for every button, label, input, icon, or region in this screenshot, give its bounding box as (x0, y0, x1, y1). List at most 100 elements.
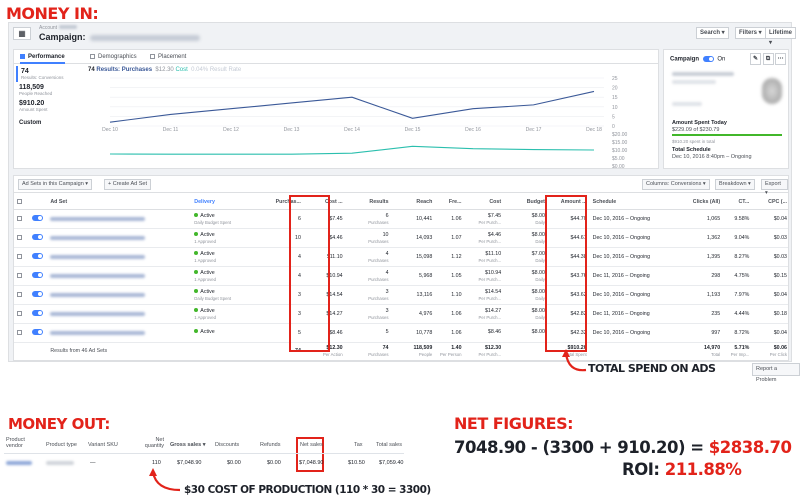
hdr-gross-sales[interactable]: Gross sales ▾ (170, 442, 206, 448)
tab-performance[interactable]: Performance (20, 54, 65, 65)
row-checkbox[interactable] (17, 272, 22, 278)
row-checkbox[interactable] (17, 215, 22, 221)
total-sales-value: $7,059.40 (379, 460, 404, 466)
ad-set-name-redacted[interactable] (50, 311, 146, 316)
campaign-name-redacted (672, 72, 734, 76)
campaign-name-redacted (89, 34, 200, 41)
date-range-button[interactable]: Lifetime ▾ (765, 27, 797, 46)
export-button[interactable]: Export ▾ (761, 179, 788, 196)
ad-set-name-redacted[interactable] (50, 235, 146, 240)
campaign-toggle[interactable] (702, 56, 714, 62)
tab-demographics[interactable]: Demographics (90, 54, 137, 60)
x-tick-label: Dec 18 (586, 127, 602, 133)
row-checkbox[interactable] (17, 291, 22, 297)
col-schedule[interactable]: Schedule (589, 196, 661, 210)
ad-set-name-redacted[interactable] (50, 216, 146, 221)
net-quantity-value: 110 (152, 460, 161, 466)
ad-set-toggle[interactable] (31, 309, 43, 316)
net-sales-value: $7,048.90 (299, 460, 324, 466)
y2-tick-label: $5.00 (612, 156, 625, 162)
metric-results[interactable]: 74 Results: Conversions (16, 66, 70, 82)
create-ad-set-button[interactable]: + Create Ad Set (104, 179, 151, 190)
series-line-cost (109, 145, 595, 155)
active-status-icon (194, 250, 199, 255)
metrics-list: 74 Results: Conversions 118,509 People Rea… (16, 66, 70, 128)
hdr-variant-sku[interactable]: Variant SKU (88, 442, 118, 448)
ad-set-toggle[interactable] (31, 252, 43, 259)
discounts-value: $0.00 (227, 460, 241, 466)
hdr-product-type[interactable]: Product type (46, 442, 77, 448)
y1-tick-label: 20 (612, 86, 618, 92)
col-reach[interactable]: Reach (391, 196, 436, 210)
variant-sku-value: — (90, 460, 96, 466)
ad-sets-dropdown[interactable]: Ad Sets in this Campaign ▾ (18, 179, 93, 190)
col-amount-spent[interactable]: Amount ... (547, 196, 590, 210)
metric-amount-spent[interactable]: $910.20 Amount Spent (19, 100, 48, 112)
hdr-product-vendor[interactable]: Product vendor (6, 437, 25, 449)
ad-set-toggle[interactable] (31, 328, 43, 335)
people-icon (90, 54, 95, 59)
roi-value: 211.88% (664, 460, 742, 479)
col-ctr[interactable]: CT... (723, 196, 753, 210)
ad-set-toggle[interactable] (31, 290, 43, 297)
col-clicks[interactable]: Clicks (All) (660, 196, 724, 210)
hdr-total-sales[interactable]: Total sales (376, 442, 402, 448)
tab-placement[interactable]: Placement (150, 54, 186, 60)
table-row[interactable]: Active 5 $8.46 5 10,778 1.06 $8.46 $8.00 $42.32 D… (14, 323, 788, 343)
campaign-status: Campaign On (670, 56, 726, 63)
table-row[interactable]: Active 1 Approved 3 $14.27 3 Purchases 4,976 1.… (14, 304, 788, 324)
ad-set-toggle[interactable] (31, 214, 43, 221)
active-status-icon (194, 288, 199, 293)
y2-tick-label: $20.00 (612, 132, 628, 138)
budget-progress-bar (672, 134, 782, 136)
row-checkbox[interactable] (17, 234, 22, 240)
ad-set-name-redacted[interactable] (50, 292, 146, 297)
hdr-tax[interactable]: Tax (354, 442, 363, 448)
columns-dropdown[interactable]: Columns: Conversions ▾ (642, 179, 710, 190)
metric-reach[interactable]: 118,509 People Reached (19, 84, 53, 96)
col-cpc[interactable]: CPC (... (752, 196, 788, 210)
search-button[interactable]: Search ▾ (696, 27, 729, 39)
row-checkbox[interactable] (17, 310, 22, 316)
col-delivery[interactable]: Delivery (191, 196, 265, 210)
table-row[interactable]: Active Daily Budget Spent 3 $14.54 3 Purchase… (14, 285, 788, 305)
hdr-discounts[interactable]: Discounts (215, 442, 240, 448)
y1-tick-label: 15 (612, 95, 618, 101)
col-results[interactable]: Results (345, 196, 392, 210)
row-checkbox[interactable] (17, 329, 22, 335)
table-row[interactable]: Active 1 Approved 10 $4.46 10 Purchases 14,093… (14, 228, 788, 248)
ad-set-toggle[interactable] (31, 271, 43, 278)
duplicate-icon[interactable]: ⧉ (762, 53, 774, 65)
ad-set-toggle[interactable] (31, 233, 43, 240)
table-row[interactable]: Active 1 Approved 4 $11.10 4 Purchases 15,098 1… (14, 247, 788, 267)
col-ad-set[interactable]: Ad Set (47, 196, 192, 210)
cost-arrow-head (149, 468, 157, 476)
ad-set-name-redacted[interactable] (50, 273, 146, 278)
select-all-checkbox[interactable] (17, 199, 22, 205)
breakdown-dropdown[interactable]: Breakdown ▾ (715, 179, 755, 190)
money-in-heading: MONEY IN: (6, 4, 99, 23)
tax-value: $10.50 (348, 460, 365, 466)
table-row[interactable]: Active 1 Approved 4 $10.94 4 Purchases 5,968 1.… (14, 266, 788, 286)
col-purchases[interactable]: Purchas... (264, 196, 304, 210)
ad-set-name-redacted[interactable] (50, 254, 146, 259)
col-budget[interactable]: Budget (504, 196, 548, 210)
hdr-net-quantity[interactable]: Net quantity (144, 437, 164, 449)
grid-icon: ▦ (18, 29, 26, 38)
report-problem-button[interactable]: Report a Problem (752, 363, 800, 383)
metric-custom[interactable]: Custom (19, 120, 42, 126)
col-cost[interactable]: Cost (464, 196, 505, 210)
more-icon[interactable]: ⋯ (775, 53, 787, 65)
view-toggle-button[interactable]: ▦ (13, 27, 31, 40)
ad-set-name-redacted[interactable] (50, 330, 146, 335)
col-cost-per-purchase[interactable]: Cost ... (303, 196, 346, 210)
table-row[interactable]: Active Daily Budget Spent 6 $7.45 6 Purchases… (14, 209, 788, 229)
col-frequency[interactable]: Fre... (435, 196, 465, 210)
hdr-refunds[interactable]: Refunds (260, 442, 281, 448)
campaign-side-panel: Campaign On ✎ ⧉ ⋯ Amount Spent Today $22… (663, 49, 789, 169)
chart-icon (20, 54, 25, 59)
edit-icon[interactable]: ✎ (750, 53, 761, 65)
y2-tick-label: $0.00 (612, 164, 625, 168)
row-checkbox[interactable] (17, 253, 22, 259)
hdr-net-sales[interactable]: Net sales (300, 442, 323, 448)
